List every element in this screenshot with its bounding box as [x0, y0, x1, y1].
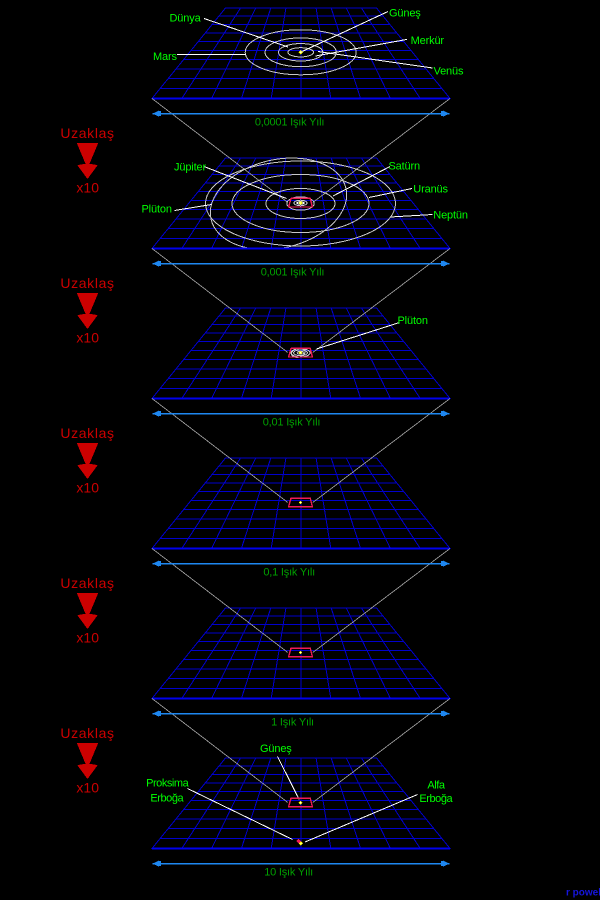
svg-text:Güneş: Güneş — [260, 743, 292, 755]
svg-text:Güneş: Güneş — [389, 7, 421, 19]
svg-text:Neptün: Neptün — [433, 210, 468, 222]
svg-text:Satürn: Satürn — [389, 160, 421, 172]
svg-text:Proksima: Proksima — [146, 778, 190, 790]
svg-text:Plüton: Plüton — [142, 204, 172, 216]
svg-text:r powell: r powell — [566, 888, 600, 899]
svg-text:Erboğa: Erboğa — [419, 793, 453, 805]
svg-text:Uzaklaş: Uzaklaş — [60, 425, 114, 441]
svg-text:Merkür: Merkür — [411, 35, 445, 47]
svg-text:0,1 Işık Yılı: 0,1 Işık Yılı — [263, 566, 315, 578]
svg-text:Uzaklaş: Uzaklaş — [60, 275, 114, 291]
svg-text:Erboğa: Erboğa — [150, 793, 184, 805]
svg-text:Uzaklaş: Uzaklaş — [60, 125, 114, 141]
svg-text:Alfa: Alfa — [427, 780, 445, 792]
svg-text:10 Işık Yılı: 10 Işık Yılı — [264, 866, 313, 878]
svg-text:Uzaklaş: Uzaklaş — [60, 575, 114, 591]
svg-text:Plüton: Plüton — [398, 315, 428, 327]
svg-text:x10: x10 — [76, 780, 99, 796]
svg-text:0,01 Işık Yılı: 0,01 Işık Yılı — [263, 416, 321, 428]
svg-text:x10: x10 — [76, 180, 99, 196]
svg-text:Uzaklaş: Uzaklaş — [60, 725, 114, 741]
svg-text:x10: x10 — [76, 330, 99, 346]
svg-text:0,0001 Işık Yılı: 0,0001 Işık Yılı — [255, 116, 325, 128]
svg-text:Uranüs: Uranüs — [413, 184, 448, 196]
svg-text:x10: x10 — [76, 480, 99, 496]
svg-text:Dünya: Dünya — [170, 13, 202, 25]
svg-text:1 Işık Yılı: 1 Işık Yılı — [271, 716, 314, 728]
svg-text:Jüpiter: Jüpiter — [174, 161, 206, 173]
svg-text:x10: x10 — [76, 630, 99, 646]
svg-text:Venüs: Venüs — [434, 66, 464, 78]
svg-text:0,001 Işık Yılı: 0,001 Işık Yılı — [261, 266, 325, 278]
svg-text:Mars: Mars — [153, 51, 177, 63]
